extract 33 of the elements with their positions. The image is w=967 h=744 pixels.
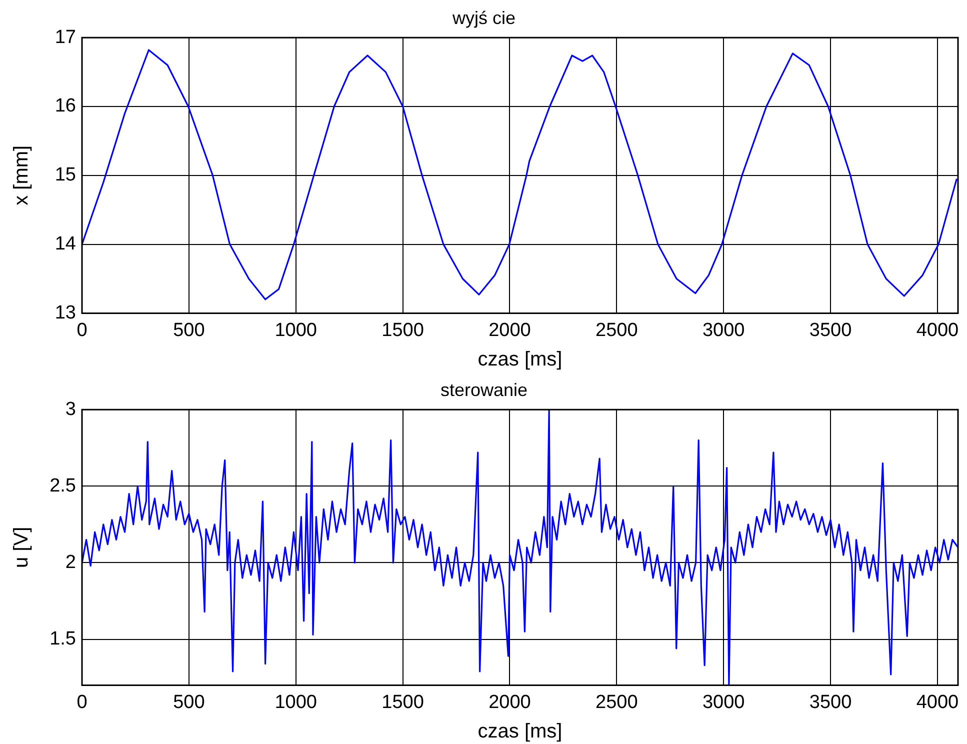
y-tick-label: 2 bbox=[65, 552, 76, 573]
y-tick-label: 15 bbox=[54, 164, 76, 186]
x-tick-label: 500 bbox=[173, 320, 205, 341]
y-tick-label: 17 bbox=[54, 26, 76, 48]
x-tick-label: 4000 bbox=[916, 692, 959, 713]
y-tick-label: 3 bbox=[65, 398, 76, 420]
y-tick-label: 16 bbox=[54, 96, 76, 117]
x-tick-label: 3500 bbox=[809, 320, 852, 341]
x-tick-label: 3000 bbox=[702, 692, 745, 713]
y-tick-label: 2.5 bbox=[50, 475, 76, 496]
x-tick-label: 2000 bbox=[488, 320, 531, 341]
y-axis-title: x [mm] bbox=[10, 145, 33, 206]
x-tick-label: 1000 bbox=[274, 692, 318, 713]
x-tick-label: 4000 bbox=[916, 320, 959, 341]
x-tick-label: 2500 bbox=[596, 320, 638, 341]
x-tick-label: 1500 bbox=[382, 692, 424, 713]
x-tick-label: 1000 bbox=[274, 320, 318, 341]
x-axis-title: czas [ms] bbox=[478, 348, 562, 371]
chart-title: sterowanie bbox=[440, 380, 528, 400]
x-tick-label: 3500 bbox=[809, 692, 852, 713]
x-tick-label: 500 bbox=[173, 692, 205, 713]
y-tick-label: 1.5 bbox=[50, 628, 76, 650]
chart-title: wyjś cie bbox=[451, 8, 516, 28]
y-axis-title: u [V] bbox=[10, 526, 33, 568]
x-tick-label: 0 bbox=[76, 692, 88, 713]
y-tick-label: 13 bbox=[54, 302, 76, 324]
y-tick-label: 14 bbox=[54, 234, 76, 255]
x-tick-label: 1500 bbox=[382, 320, 424, 341]
x-axis-title: czas [ms] bbox=[478, 720, 562, 743]
x-tick-label: 2500 bbox=[596, 692, 638, 713]
x-tick-label: 3000 bbox=[702, 320, 745, 341]
x-tick-label: 2000 bbox=[488, 692, 531, 713]
x-tick-label: 0 bbox=[76, 320, 88, 341]
